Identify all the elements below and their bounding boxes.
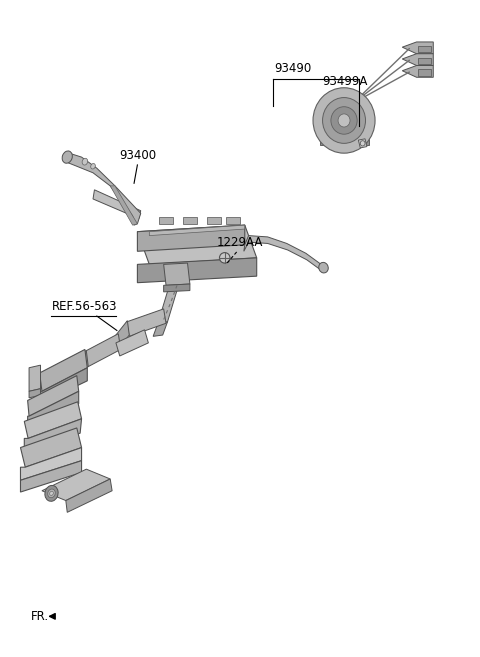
Polygon shape (24, 402, 82, 438)
Ellipse shape (91, 164, 96, 169)
Ellipse shape (360, 141, 365, 146)
Polygon shape (402, 54, 433, 66)
Polygon shape (137, 225, 245, 251)
Polygon shape (320, 106, 369, 139)
Polygon shape (65, 153, 141, 225)
Polygon shape (137, 225, 257, 264)
Polygon shape (153, 322, 168, 336)
Polygon shape (164, 263, 190, 285)
Polygon shape (359, 139, 367, 148)
Polygon shape (21, 428, 82, 467)
Ellipse shape (323, 97, 365, 143)
Polygon shape (149, 225, 245, 236)
Ellipse shape (48, 489, 55, 498)
Polygon shape (21, 461, 82, 492)
Polygon shape (126, 309, 166, 336)
Polygon shape (116, 330, 148, 356)
Polygon shape (158, 284, 179, 323)
Polygon shape (418, 58, 431, 64)
Polygon shape (29, 389, 40, 398)
Polygon shape (28, 392, 79, 428)
Polygon shape (244, 236, 322, 271)
Polygon shape (137, 258, 257, 283)
Polygon shape (28, 376, 79, 416)
Polygon shape (93, 190, 141, 219)
Polygon shape (320, 139, 369, 145)
Ellipse shape (82, 158, 88, 165)
Polygon shape (85, 334, 120, 367)
Text: 93490: 93490 (274, 62, 311, 75)
Polygon shape (226, 217, 240, 224)
Polygon shape (418, 70, 431, 76)
Polygon shape (39, 350, 87, 392)
Text: REF.56-563: REF.56-563 (52, 300, 118, 313)
Text: 1229AA: 1229AA (217, 236, 263, 249)
Text: 93400: 93400 (119, 148, 156, 162)
Text: 93499A: 93499A (322, 75, 368, 88)
Polygon shape (116, 321, 129, 350)
Polygon shape (42, 469, 110, 501)
Polygon shape (75, 351, 88, 376)
Polygon shape (21, 447, 82, 480)
Polygon shape (402, 42, 433, 54)
Polygon shape (164, 284, 190, 292)
Ellipse shape (45, 486, 58, 501)
Ellipse shape (319, 262, 328, 273)
Text: FR.: FR. (31, 610, 49, 623)
Polygon shape (418, 46, 431, 53)
Polygon shape (206, 217, 221, 224)
Ellipse shape (62, 151, 72, 163)
Polygon shape (159, 217, 173, 224)
Polygon shape (183, 217, 197, 224)
Ellipse shape (219, 252, 230, 263)
Polygon shape (110, 186, 137, 225)
Ellipse shape (331, 106, 357, 134)
Polygon shape (66, 479, 112, 512)
Ellipse shape (49, 491, 53, 495)
Polygon shape (402, 66, 433, 78)
Polygon shape (39, 368, 87, 404)
Ellipse shape (338, 114, 350, 127)
Polygon shape (24, 419, 82, 453)
Polygon shape (29, 365, 40, 392)
Ellipse shape (313, 88, 375, 153)
